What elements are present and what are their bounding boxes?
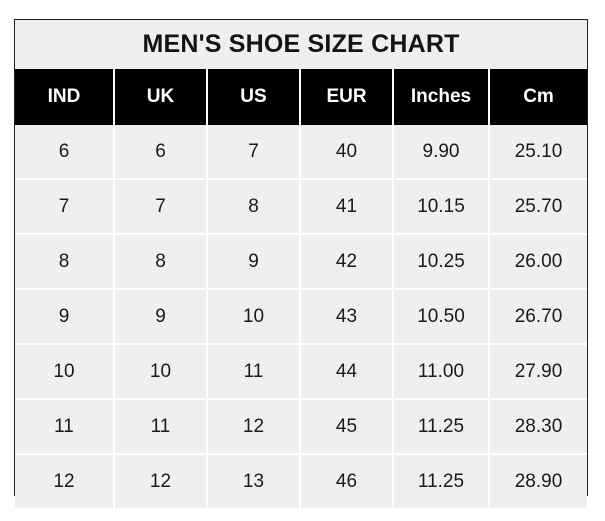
cell-eur: 41 [300,179,394,235]
cell-uk: 9 [114,289,208,345]
cell-us: 11 [207,344,301,400]
cell-cm: 25.10 [489,125,587,180]
table-row: 10 10 11 44 11.00 27.90 [15,344,587,400]
cell-eur: 40 [300,125,394,180]
cell-us: 7 [207,125,301,180]
cell-uk: 12 [114,454,208,508]
cell-ind: 8 [15,234,115,290]
cell-inches: 10.50 [393,289,490,345]
cell-inches: 11.25 [393,454,490,508]
table-row: 6 6 7 40 9.90 25.10 [15,125,587,180]
cell-uk: 8 [114,234,208,290]
cell-uk: 11 [114,399,208,455]
cell-eur: 42 [300,234,394,290]
cell-ind: 12 [15,454,115,508]
cell-uk: 10 [114,344,208,400]
column-header-us: US [207,69,301,125]
size-chart-container: MEN'S SHOE SIZE CHART IND UK US EUR Inch… [14,19,588,508]
column-header-ind: IND [15,69,115,125]
table-header-row: IND UK US EUR Inches Cm [15,69,587,125]
cell-ind: 7 [15,179,115,235]
cell-cm: 28.90 [489,454,587,508]
cell-cm: 26.00 [489,234,587,290]
table-row: 8 8 9 42 10.25 26.00 [15,234,587,290]
cell-eur: 45 [300,399,394,455]
cell-us: 12 [207,399,301,455]
cell-inches: 9.90 [393,125,490,180]
cell-cm: 25.70 [489,179,587,235]
cell-eur: 43 [300,289,394,345]
cell-eur: 44 [300,344,394,400]
cell-inches: 10.15 [393,179,490,235]
table-row: 12 12 13 46 11.25 28.90 [15,454,587,508]
page-title: MEN'S SHOE SIZE CHART [15,20,587,69]
cell-ind: 11 [15,399,115,455]
shoe-size-table: IND UK US EUR Inches Cm 6 6 7 40 9.90 25… [15,69,587,508]
table-row: 9 9 10 43 10.50 26.70 [15,289,587,345]
cell-uk: 7 [114,179,208,235]
cell-ind: 10 [15,344,115,400]
cell-cm: 26.70 [489,289,587,345]
cell-ind: 9 [15,289,115,345]
table-row: 7 7 8 41 10.15 25.70 [15,179,587,235]
column-header-inches: Inches [393,69,490,125]
cell-cm: 28.30 [489,399,587,455]
cell-ind: 6 [15,125,115,180]
cell-cm: 27.90 [489,344,587,400]
cell-inches: 11.00 [393,344,490,400]
cell-us: 10 [207,289,301,345]
cell-us: 8 [207,179,301,235]
cell-eur: 46 [300,454,394,508]
cell-inches: 11.25 [393,399,490,455]
column-header-cm: Cm [489,69,587,125]
cell-inches: 10.25 [393,234,490,290]
cell-us: 13 [207,454,301,508]
cell-uk: 6 [114,125,208,180]
column-header-uk: UK [114,69,208,125]
table-row: 11 11 12 45 11.25 28.30 [15,399,587,455]
column-header-eur: EUR [300,69,394,125]
cell-us: 9 [207,234,301,290]
